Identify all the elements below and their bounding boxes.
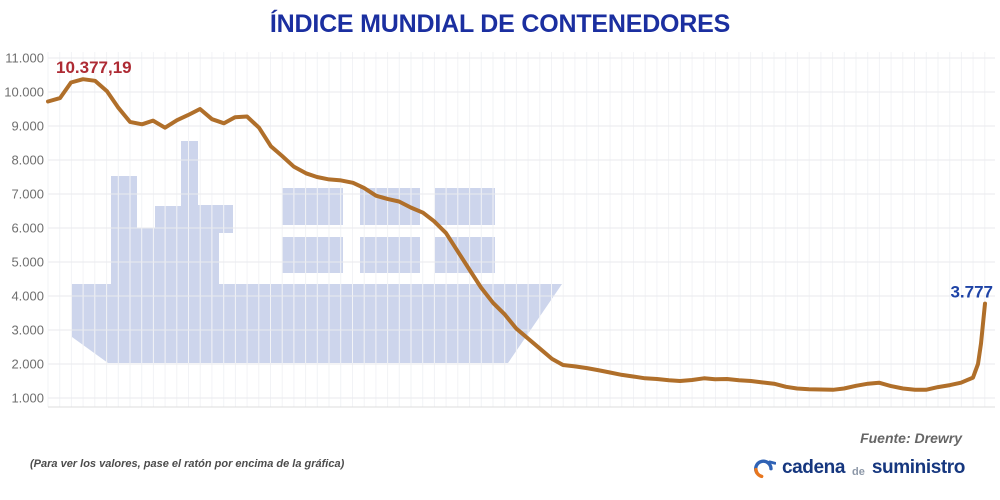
y-axis-labels: 11.000 10.000 9.000 8.000 7.000 6.000 5.000 4.0…	[4, 51, 44, 406]
logo-word-suministro: suministro	[871, 457, 966, 478]
y-axis-tick-label: 10.000	[4, 85, 44, 100]
y-axis-tick-label: 9.000	[11, 119, 44, 134]
grid-lines	[47, 52, 995, 408]
brand-logo[interactable]: cadena de suministro	[752, 453, 965, 483]
y-axis-tick-label: 4.000	[11, 289, 44, 304]
index-line-series[interactable]	[46, 77, 987, 392]
y-axis-tick-label: 11.000	[5, 51, 44, 66]
y-axis-tick-label: 3.000	[11, 323, 44, 338]
logo-word-cadena: cadena	[781, 457, 846, 478]
source-credit: Fuente: Drewry	[860, 430, 962, 446]
logo-word-de: de	[852, 466, 865, 478]
hover-hint-text: (Para ver los valores, pase el ratón por…	[30, 458, 345, 470]
page-title: ÍNDICE MUNDIAL DE CONTENEDORES	[269, 10, 731, 38]
y-axis-tick-label: 5.000	[11, 255, 44, 270]
y-axis-tick-label: 7.000	[11, 187, 44, 202]
data-point-labels: 10.377,19 3.777	[56, 58, 993, 301]
y-axis-tick-label: 6.000	[11, 221, 44, 236]
container-boxes	[282, 188, 495, 273]
y-axis-tick-label: 2.000	[11, 357, 44, 372]
y-axis-tick-label: 1.000	[11, 391, 44, 406]
brand-swirl-icon	[753, 459, 776, 479]
y-axis-tick-label: 8.000	[11, 153, 44, 168]
annotation-last: 3.777	[950, 283, 993, 302]
annotation-peak: 10.377,19	[56, 58, 132, 77]
container-index-chart[interactable]: 11.000 10.000 9.000 8.000 7.000 6.000 5.000 4.0…	[0, 45, 1000, 420]
